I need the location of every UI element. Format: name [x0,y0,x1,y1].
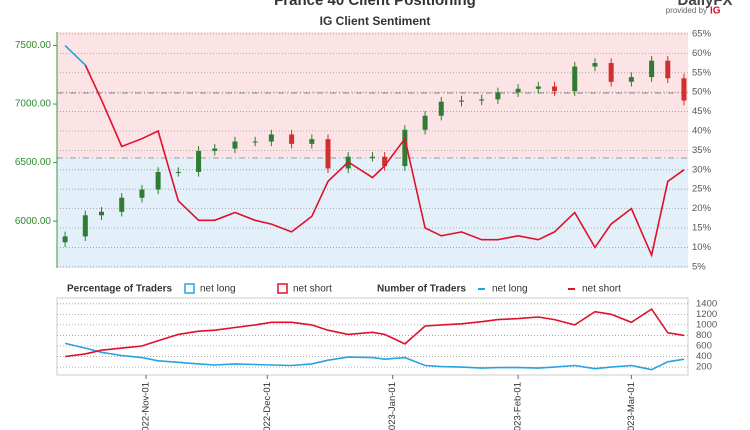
y-tick-label: 800 [696,330,712,341]
y2-tick-label: 15% [692,223,712,234]
legend-label: net short [582,284,621,295]
series-line [64,308,685,358]
candle-body [535,86,541,89]
candle-body [370,156,375,158]
legend-swatch [277,283,288,294]
candle-body [438,101,444,116]
logo-brand: IG [710,6,721,17]
x-tick-label: 2022-Dec-01 [262,382,273,430]
candle-body [552,86,558,92]
candle-body [289,134,295,144]
candle-body [232,141,238,149]
candle-body [196,150,202,172]
lower-panel [56,297,689,376]
legend-title: Number of Traders [377,284,466,295]
candle-body [82,215,88,237]
candle-body [458,100,464,102]
candle-body [628,77,634,82]
x-tick-label: 2023-Feb-01 [513,382,524,430]
short-zone [57,32,688,158]
series-line [64,45,86,66]
y2-tick-label: 35% [692,145,712,156]
candle-body [479,99,485,101]
candle-body [681,78,687,101]
y-tick-label: 6000.00 [15,216,52,227]
y2-tick-label: 5% [692,261,706,272]
candle-body [422,115,428,130]
candle-body [155,171,161,190]
candle-body [592,63,598,67]
series-line [64,342,685,371]
candle-body [212,148,218,151]
x-tick-label: 2023-Mar-01 [626,382,637,430]
y-tick-label: 1000 [696,319,717,330]
legend-label: net long [200,284,236,295]
candle-body [382,156,388,167]
legend-title: Percentage of Traders [67,284,172,295]
x-tick-label: 2022-Nov-01 [141,382,152,430]
chart-subtitle: IG Client Sentiment [320,14,431,28]
y2-tick-label: 65% [692,28,712,39]
legend-label: net long [492,284,528,295]
logo-caption: provided by [666,6,707,15]
candle-body [572,66,578,92]
y2-tick-label: 55% [692,67,712,78]
candle-body [608,63,614,82]
candle-body [402,129,408,167]
candle-body [515,88,521,93]
y-tick-label: 7000.00 [15,99,52,110]
candle-body [325,139,331,169]
y2-tick-label: 40% [692,125,712,136]
candle-body [119,197,125,212]
legend-swatch [184,283,195,294]
x-tick-label: 2023-Jan-01 [387,382,398,430]
y2-tick-label: 25% [692,184,712,195]
candle-body [495,92,501,100]
y-tick-label: 600 [696,341,712,352]
y2-tick-label: 20% [692,203,712,214]
candle-body [252,141,258,143]
candle-body [139,189,145,198]
series-line [84,64,685,258]
y2-tick-label: 45% [692,106,712,117]
y2-tick-label: 60% [692,48,712,59]
y2-tick-label: 50% [692,87,712,98]
y2-tick-label: 30% [692,164,712,175]
y-tick-label: 6500.00 [15,157,52,168]
logo: DailyFX [677,0,732,9]
y-tick-label: 400 [696,351,712,362]
y2-tick-label: 10% [692,242,712,253]
long-zone [57,158,688,268]
candle-body [309,139,315,144]
legend-label: net short [293,284,332,295]
candle-body [98,211,104,216]
y-tick-label: 7500.00 [15,40,52,51]
candle-body [665,60,671,79]
candle-body [175,171,181,173]
candle-body [62,236,68,243]
y-tick-label: 200 [696,362,712,373]
chart-title: France 40 Client Positioning [274,0,476,9]
y-tick-label: 1200 [696,309,717,320]
y-tick-label: 1400 [696,298,717,309]
candle-body [268,134,274,142]
candle-body [649,60,655,78]
